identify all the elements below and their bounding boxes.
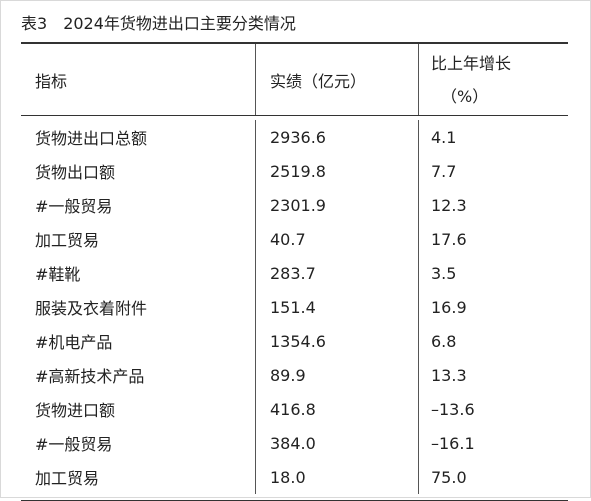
table-row: 加工贸易 18.0 75.0 xyxy=(21,460,568,494)
row-indicator: 货物进出口总额 xyxy=(21,120,256,154)
table-header-row: 指标 实绩（亿元） 比上年增长 （%） xyxy=(21,44,568,116)
row-growth: 6.8 xyxy=(431,331,457,351)
row-growth: 16.9 xyxy=(431,297,467,317)
table-row: 货物进口额 416.8 –13.6 xyxy=(21,392,568,426)
row-indicator: #鞋靴 xyxy=(21,256,256,290)
row-indicator: #高新技术产品 xyxy=(21,358,256,392)
row-value: 384.0 xyxy=(256,426,419,460)
row-indicator: #一般贸易 xyxy=(21,188,256,222)
row-growth: 3.5 xyxy=(431,263,457,283)
table-row: #一般贸易 2301.9 12.3 xyxy=(21,188,568,222)
header-value: 实绩（亿元） xyxy=(256,44,419,115)
table-row: #机电产品 1354.6 6.8 xyxy=(21,324,568,358)
row-indicator: 加工贸易 xyxy=(21,460,256,494)
row-value: 416.8 xyxy=(256,392,419,426)
header-indicator: 指标 xyxy=(21,44,256,115)
table-row: #鞋靴 283.7 3.5 xyxy=(21,256,568,290)
row-indicator: #一般贸易 xyxy=(21,426,256,460)
table-caption: 表3 2024年货物进出口主要分类情况 xyxy=(21,13,296,35)
row-growth: 7.7 xyxy=(431,161,457,181)
row-value: 2936.6 xyxy=(256,120,419,154)
row-growth: 4.1 xyxy=(431,127,457,147)
row-indicator: 货物进口额 xyxy=(21,392,256,426)
table-number: 表3 xyxy=(21,14,48,33)
row-growth: 12.3 xyxy=(431,195,467,215)
table-row: #高新技术产品 89.9 13.3 xyxy=(21,358,568,392)
table-row: 货物进出口总额 2936.6 4.1 xyxy=(21,120,568,154)
row-value: 2301.9 xyxy=(256,188,419,222)
row-value: 40.7 xyxy=(256,222,419,256)
row-indicator: 加工贸易 xyxy=(21,222,256,256)
row-value: 18.0 xyxy=(256,460,419,494)
table-body: 货物进出口总额 2936.6 4.1 货物出口额 2519.8 7.7 #一般贸… xyxy=(21,116,568,500)
table-title: 2024年货物进出口主要分类情况 xyxy=(63,14,296,33)
header-growth-label: 比上年增长 xyxy=(431,53,512,73)
row-growth: –16.1 xyxy=(431,433,475,453)
row-growth: 75.0 xyxy=(431,467,467,487)
row-growth: 13.3 xyxy=(431,365,467,385)
header-growth: 比上年增长 （%） xyxy=(419,44,568,115)
row-growth: 17.6 xyxy=(431,229,467,249)
row-value: 151.4 xyxy=(256,290,419,324)
row-indicator: #机电产品 xyxy=(21,324,256,358)
row-value: 1354.6 xyxy=(256,324,419,358)
row-value: 89.9 xyxy=(256,358,419,392)
table-row: 服装及衣着附件 151.4 16.9 xyxy=(21,290,568,324)
trade-table: 指标 实绩（亿元） 比上年增长 （%） 货物进出口总额 2936.6 4.1 货… xyxy=(21,42,568,501)
row-indicator: 货物出口额 xyxy=(21,154,256,188)
table-row: 货物出口额 2519.8 7.7 xyxy=(21,154,568,188)
header-growth-unit: （%） xyxy=(441,86,489,106)
row-value: 2519.8 xyxy=(256,154,419,188)
row-indicator: 服装及衣着附件 xyxy=(21,290,256,324)
table-row: 加工贸易 40.7 17.6 xyxy=(21,222,568,256)
row-growth: –13.6 xyxy=(431,399,475,419)
row-value: 283.7 xyxy=(256,256,419,290)
table-row: #一般贸易 384.0 –16.1 xyxy=(21,426,568,460)
